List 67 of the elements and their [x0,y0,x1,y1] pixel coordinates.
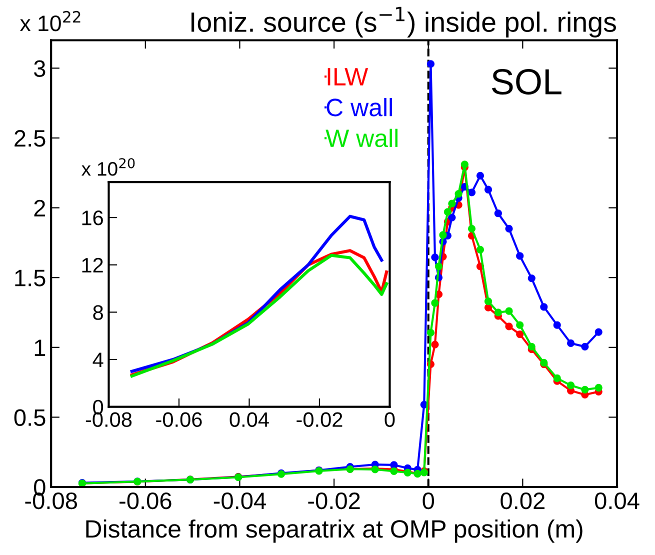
point [431,299,439,307]
point [516,330,524,338]
point [468,188,476,196]
point [566,382,575,390]
point [484,304,492,312]
point [494,210,502,218]
y-tick-label: 16 [82,210,103,226]
x-tick-label: -0.02 [308,492,360,510]
point [566,339,575,348]
point [516,321,524,329]
point [476,246,484,254]
point [484,186,492,194]
point [528,274,536,282]
legend-label: W wall [326,128,398,148]
x-tick-label: 0 [422,492,434,510]
x-tick-label: 0.04 [594,492,640,510]
point [494,308,502,316]
y-tick-label: 12 [82,258,103,272]
annotation: SOL [492,69,562,95]
point [505,307,513,315]
text: x 10$^{22}$ [20,10,80,32]
legend-label: C wall [326,98,392,116]
point [553,374,561,382]
y-tick-label: 8 [93,305,103,320]
y-tick-label: 1.5 [15,270,46,286]
point [444,208,452,216]
y-tick-label: 0.5 [14,409,46,426]
point [431,254,439,262]
point [581,386,589,394]
point [390,461,398,469]
point [434,262,443,270]
point [426,328,435,337]
x-tick-label: 0.02 [500,492,544,510]
point [448,200,456,208]
point [476,172,484,180]
y-tick-label: 3 [34,60,46,77]
y-tick-label: 1 [34,340,46,356]
point [431,340,439,348]
point [553,321,561,329]
point [581,342,589,351]
point [594,328,602,336]
point [439,231,447,239]
x-tick-label: 0.04 [230,412,269,427]
annotation: x 10$^{20}$ [82,158,135,176]
point [594,384,602,392]
point [540,303,548,311]
x-tick-label: 0 [384,412,395,427]
point [448,214,456,222]
legend-label: ILW [328,68,368,86]
point [505,224,513,233]
y-tick-label: 4 [92,352,104,368]
x-tick-label: -0.06 [156,412,202,427]
point [505,322,513,330]
point [460,160,469,168]
x-axis-title: Distance from separatrix at OMP position (m) [86,519,582,543]
chart-title: Ioniz. source (s$^{−1}$) inside pol. rings [192,6,616,38]
point [468,224,476,233]
point [454,190,462,198]
point [516,252,524,260]
y-tick-label: 2.5 [14,130,46,147]
x-tick-label: -0.06 [120,492,172,510]
x-tick-label: -0.02 [296,412,342,427]
point [426,60,435,68]
point [528,342,536,351]
point [484,298,492,306]
x-tick-label: -0.04 [214,492,266,510]
y-tick-label: 2 [34,200,46,216]
